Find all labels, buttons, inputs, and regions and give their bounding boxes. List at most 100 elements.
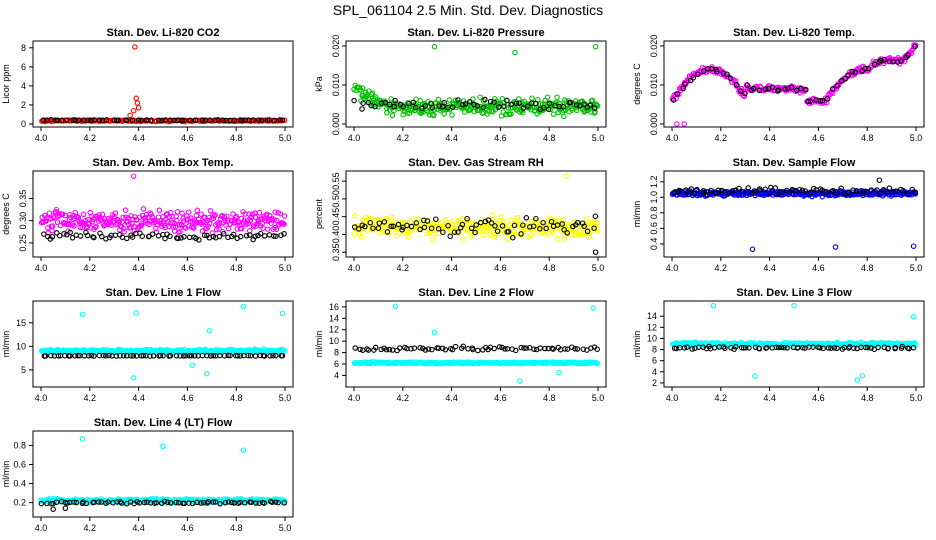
data-point [186,352,193,359]
data-point [464,215,470,222]
data-point [383,346,390,353]
x-tick-label: 4.2 [84,523,97,533]
outlier-point [752,373,758,379]
y-tick-label: 0.4 [13,479,26,489]
data-point [784,345,790,351]
data-point [510,234,516,241]
data-point [122,207,129,213]
data-point [756,345,763,352]
data-point [67,229,73,236]
data-point [567,99,574,106]
outlier-point [189,362,196,368]
data-point [489,212,496,219]
data-point [838,185,844,192]
data-point [513,100,520,106]
data-point [167,500,174,506]
data-point [431,231,438,237]
data-point [67,353,73,359]
data-point [61,231,67,237]
data-point [207,220,213,227]
data-point [140,352,147,359]
x-tick-label: 5.0 [910,393,923,403]
data-point [256,500,262,506]
data-point [694,186,700,193]
data-point [863,344,869,351]
data-point [910,344,917,351]
series-primary [669,42,919,127]
data-point [452,343,459,350]
data-point [76,117,82,124]
data-point [256,117,262,123]
data-point [59,117,65,123]
data-point [243,233,250,239]
data-point [547,106,554,113]
data-point [441,99,447,106]
data-point [138,223,144,229]
data-point [690,75,697,81]
data-point [505,228,512,235]
data-point [499,223,506,229]
panel-title: Stan. Dev. Line 4 (LT) Flow [94,417,233,429]
data-point [900,187,906,194]
x-tick-label: 4.6 [494,133,507,143]
data-point [472,229,478,236]
y-tick-label: 0.30 [18,212,28,230]
data-point [733,82,740,88]
series-secondary [351,213,599,255]
outlier-point [674,121,680,127]
data-point [498,214,504,220]
data-point [442,216,449,223]
data-point [685,78,691,84]
data-point [587,102,594,108]
panel-title: Stan. Dev. Line 3 Flow [736,287,852,299]
data-point [83,500,90,507]
data-point [193,212,200,219]
panel-title: Stan. Dev. Li-820 CO2 [107,27,220,39]
data-point [57,222,64,229]
data-point [431,112,437,119]
y-tick-label: 0.020 [649,35,659,58]
data-point [595,227,601,234]
x-tick-label: 4.0 [348,263,361,273]
data-point [377,225,384,232]
data-point [533,217,539,224]
panel-title: Stan. Dev. Line 1 Flow [105,287,221,299]
data-point [513,347,519,354]
data-point [147,500,154,506]
series-secondary [352,343,600,354]
data-point [233,213,240,220]
data-point [222,499,229,506]
x-tick-label: 4.2 [84,263,97,273]
data-point [470,346,476,353]
data-point [892,344,899,351]
data-point [524,224,531,230]
data-point [244,218,251,224]
data-point [192,117,199,124]
data-point [687,77,694,84]
outlier-point [556,369,562,376]
data-point [281,500,288,506]
outlier-point [130,173,137,179]
data-point [724,71,730,78]
data-point [525,103,531,109]
data-point [807,189,814,196]
data-point [378,100,385,106]
data-point [100,352,107,359]
data-point [561,113,567,120]
x-tick-label: 5.0 [592,393,605,403]
panel-1: Stan. Dev. Li-820 CO2 Licor ppm 4.0 4.2 4.4 4… [1,27,294,143]
data-point [846,345,852,351]
data-point [91,234,97,241]
data-point [278,232,284,238]
data-point [136,500,143,506]
data-point [129,117,136,123]
data-point [817,98,823,104]
data-point [376,220,383,226]
x-tick-label: 5.0 [592,263,605,273]
data-point [367,219,374,226]
panel-2: Stan. Dev. Li-820 Pressure kPa 4.0 4.2 4.4 4.… [314,27,607,143]
x-tick-label: 5.0 [592,133,605,143]
data-point [239,225,245,232]
data-point [460,343,466,350]
x-tick-label: 4.6 [494,393,507,403]
